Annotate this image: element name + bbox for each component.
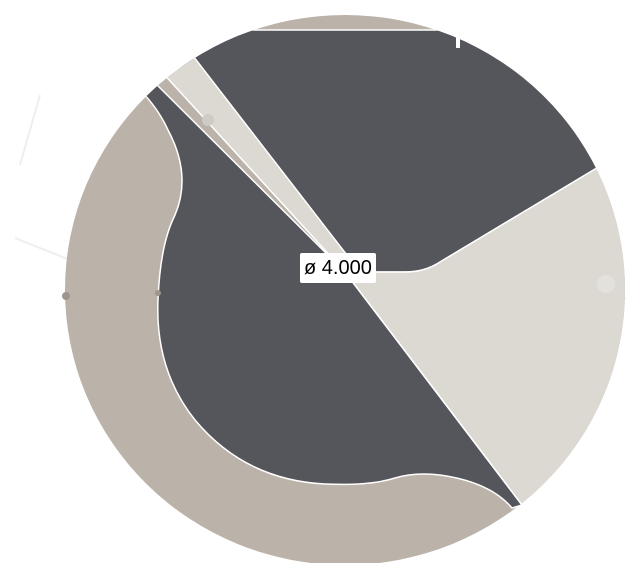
diameter-dimension-label: ø 4.000 bbox=[300, 253, 376, 283]
top-marker bbox=[456, 30, 460, 48]
dark-inner-region bbox=[138, 76, 524, 509]
connection-markers bbox=[62, 114, 615, 300]
seam-line bbox=[344, 271, 523, 506]
light-right-region bbox=[343, 148, 625, 563]
